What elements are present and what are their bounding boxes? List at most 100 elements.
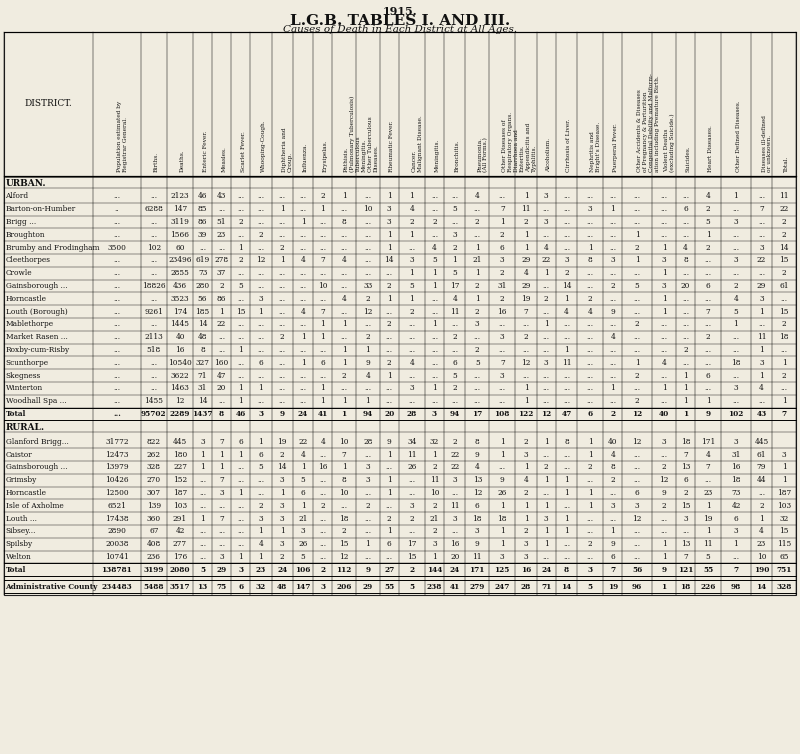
Text: Skegness: Skegness — [6, 372, 41, 379]
Text: 6: 6 — [258, 451, 263, 458]
Text: 22: 22 — [757, 256, 766, 265]
Text: ...: ... — [150, 320, 158, 329]
Text: 1: 1 — [432, 385, 437, 392]
Text: ...: ... — [258, 397, 265, 405]
Text: Alcoholism.: Alcoholism. — [546, 138, 551, 172]
Text: 2: 2 — [238, 218, 243, 226]
Text: ...: ... — [114, 256, 121, 265]
Text: ...: ... — [114, 295, 121, 303]
Text: 4: 4 — [610, 333, 615, 342]
Text: ...: ... — [258, 192, 265, 201]
Text: 2: 2 — [410, 218, 414, 226]
Text: ...: ... — [319, 514, 326, 523]
Text: ...: ... — [299, 385, 306, 392]
Text: 2: 2 — [475, 282, 480, 290]
Text: Total.: Total. — [784, 155, 789, 172]
Text: 1: 1 — [662, 553, 666, 561]
Text: 33: 33 — [363, 282, 373, 290]
Text: 1: 1 — [610, 527, 615, 535]
Text: 3: 3 — [588, 205, 593, 213]
Text: 18: 18 — [779, 333, 789, 342]
Text: 7: 7 — [500, 359, 505, 366]
Text: 2: 2 — [706, 333, 710, 342]
Text: ...: ... — [386, 333, 393, 342]
Text: 1: 1 — [387, 372, 392, 379]
Text: 17438: 17438 — [105, 514, 129, 523]
Text: ...: ... — [634, 540, 641, 548]
Text: ...: ... — [408, 477, 415, 484]
Text: ...: ... — [341, 385, 348, 392]
Text: 7: 7 — [683, 451, 688, 458]
Text: 20: 20 — [450, 553, 459, 561]
Text: ...: ... — [237, 205, 244, 213]
Text: ...: ... — [199, 502, 206, 510]
Text: 1: 1 — [635, 359, 640, 366]
Text: ...: ... — [199, 477, 206, 484]
Text: ...: ... — [319, 527, 326, 535]
Text: 2: 2 — [544, 464, 549, 471]
Text: ...: ... — [705, 346, 711, 354]
Text: ...: ... — [705, 385, 711, 392]
Text: Crowle: Crowle — [6, 269, 32, 277]
Text: 10: 10 — [339, 489, 349, 497]
Text: ...: ... — [319, 269, 326, 277]
Text: 41: 41 — [318, 410, 328, 418]
Bar — [4, 32, 796, 595]
Text: Cirrhosis of Liver.: Cirrhosis of Liver. — [566, 118, 571, 172]
Text: 47: 47 — [562, 410, 572, 418]
Text: ...: ... — [199, 527, 206, 535]
Text: 2: 2 — [610, 282, 615, 290]
Text: 2: 2 — [280, 244, 285, 252]
Text: 47: 47 — [217, 372, 226, 379]
Text: 86: 86 — [217, 295, 226, 303]
Text: ...: ... — [586, 372, 594, 379]
Text: 4: 4 — [524, 269, 529, 277]
Text: 1: 1 — [782, 359, 786, 366]
Text: 2: 2 — [500, 295, 505, 303]
Text: L.G.B. TABLES I. AND III.: L.G.B. TABLES I. AND III. — [290, 14, 510, 28]
Text: ...: ... — [634, 477, 641, 484]
Text: 3: 3 — [588, 566, 593, 574]
Text: 9: 9 — [475, 451, 480, 458]
Text: 2: 2 — [280, 333, 285, 342]
Text: 1: 1 — [782, 464, 786, 471]
Text: ...: ... — [682, 359, 689, 366]
Text: 43: 43 — [756, 410, 766, 418]
Text: 138781: 138781 — [102, 566, 132, 574]
Text: 2: 2 — [635, 397, 639, 405]
Text: 19: 19 — [703, 514, 713, 523]
Text: 4: 4 — [734, 295, 738, 303]
Text: 10: 10 — [430, 489, 439, 497]
Text: 13979: 13979 — [105, 464, 129, 471]
Text: 1: 1 — [320, 385, 325, 392]
Text: ...: ... — [758, 397, 765, 405]
Text: 6: 6 — [387, 540, 392, 548]
Text: Roxby-cum-Risby: Roxby-cum-Risby — [6, 346, 70, 354]
Text: 327: 327 — [195, 359, 210, 366]
Text: ...: ... — [364, 231, 371, 239]
Text: 108: 108 — [494, 410, 510, 418]
Text: 13: 13 — [198, 583, 208, 590]
Text: ...: ... — [634, 385, 641, 392]
Text: ...: ... — [732, 205, 739, 213]
Text: 1: 1 — [432, 451, 437, 458]
Text: ...: ... — [150, 269, 158, 277]
Text: 4: 4 — [759, 385, 764, 392]
Text: 86: 86 — [198, 218, 207, 226]
Text: 12: 12 — [632, 410, 642, 418]
Text: 11: 11 — [473, 553, 482, 561]
Text: 9: 9 — [706, 410, 710, 418]
Text: Horncastle: Horncastle — [6, 295, 46, 303]
Text: 18: 18 — [498, 514, 507, 523]
Text: ...: ... — [682, 308, 689, 316]
Text: ...: ... — [237, 372, 244, 379]
Text: 1: 1 — [280, 205, 285, 213]
Text: ...: ... — [586, 192, 594, 201]
Text: 103: 103 — [777, 502, 791, 510]
Text: ...: ... — [705, 269, 711, 277]
Text: ...: ... — [364, 320, 371, 329]
Text: 3: 3 — [500, 553, 505, 561]
Text: ...: ... — [258, 244, 265, 252]
Text: 2: 2 — [475, 218, 480, 226]
Text: Alford: Alford — [6, 192, 29, 201]
